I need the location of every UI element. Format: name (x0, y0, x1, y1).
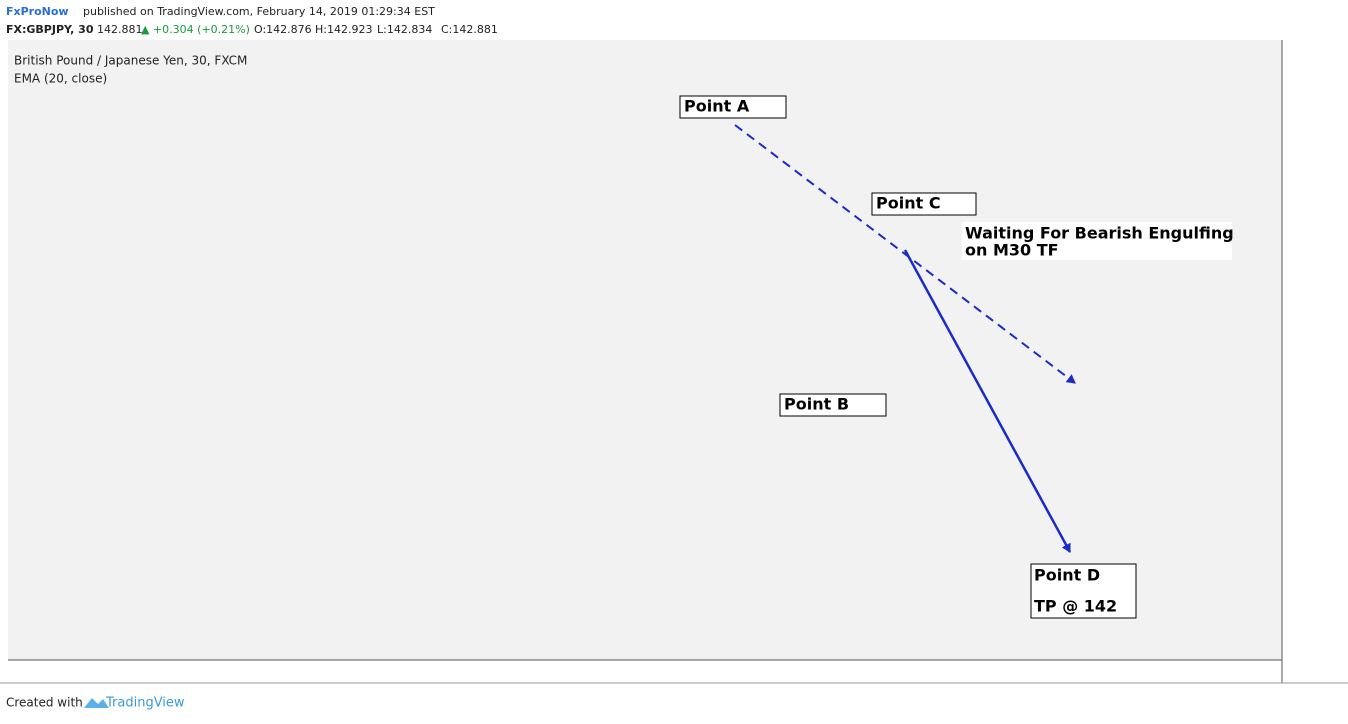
change: ▲ +0.304 (+0.21%) (141, 23, 250, 36)
chart-title: British Pound / Japanese Yen, 30, FXCM (14, 54, 247, 68)
plot-area (8, 40, 1282, 660)
waiting-line: Waiting For Bearish Engulfing (965, 224, 1234, 243)
logo (84, 698, 109, 708)
point-d: Point D (1034, 566, 1100, 585)
point-a-box (679, 95, 787, 119)
symbol: FX:GBPJPY, 30 (6, 23, 94, 36)
ohlc-high: H:142.923 (315, 23, 372, 36)
point-b-box (779, 393, 887, 417)
created-with: Created with (6, 696, 83, 710)
ohlc-low: L:142.834 (377, 23, 432, 36)
point-a: Point A (684, 97, 750, 116)
waiting-line: on M30 TF (965, 241, 1059, 260)
author: FxProNow (6, 5, 69, 18)
take-profit: TP @ 142 (1034, 597, 1117, 616)
point-d-box (1030, 563, 1137, 619)
ohlc-open: O:142.876 (254, 23, 312, 36)
indicator-label: EMA (20, close) (14, 72, 107, 86)
point-c-box (871, 192, 977, 216)
target-arrow (903, 249, 1072, 553)
point-b: Point B (784, 395, 849, 414)
brand: TradingView (105, 696, 185, 711)
price: 142.881 (97, 23, 143, 36)
point-c: Point C (876, 194, 941, 213)
dashed-arrow (734, 124, 1076, 384)
published: published on TradingView.com, February 1… (83, 5, 435, 18)
waiting-box (962, 222, 1232, 260)
ohlc-close: C:142.881 (441, 23, 498, 36)
